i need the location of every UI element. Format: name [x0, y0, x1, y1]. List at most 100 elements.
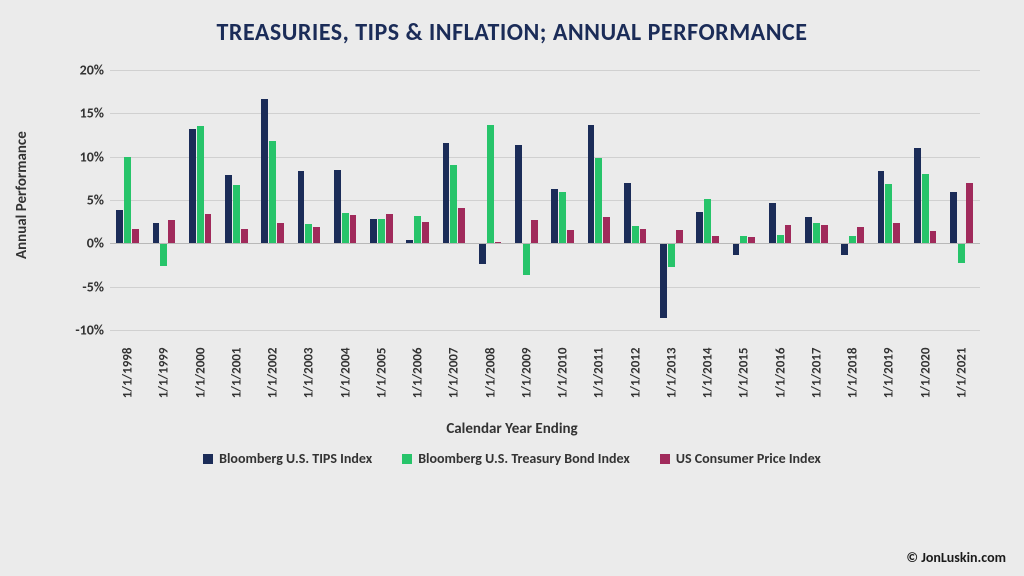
legend-label: Bloomberg U.S. TIPS Index: [219, 450, 372, 467]
bar: [277, 223, 284, 244]
bar: [116, 210, 123, 244]
x-tick-label: 1/1/2004: [338, 348, 353, 399]
gridline: [110, 330, 980, 331]
zero-baseline: [110, 243, 980, 244]
bar: [624, 183, 631, 244]
bar: [769, 203, 776, 244]
legend-item: US Consumer Price Index: [660, 450, 821, 467]
bar: [197, 126, 204, 243]
bar: [132, 229, 139, 243]
bar: [704, 199, 711, 243]
x-tick-label: 1/1/2003: [302, 348, 317, 399]
x-tick-label: 1/1/1999: [157, 348, 172, 399]
bar: [740, 236, 747, 243]
x-tick-label: 1/1/2007: [447, 348, 462, 399]
legend-label: US Consumer Price Index: [676, 450, 821, 467]
bar: [676, 230, 683, 243]
x-tick-label: 1/1/2020: [918, 348, 933, 399]
x-axis-label: Calendar Year Ending: [0, 420, 1024, 438]
y-tick-label: 20%: [80, 62, 110, 79]
x-tick-label: 1/1/2014: [701, 348, 716, 399]
chart-container: { "chart": { "type": "bar", "title": "TR…: [0, 0, 1024, 576]
bar: [603, 217, 610, 243]
bar: [841, 243, 848, 254]
x-tick-label: 1/1/2016: [773, 348, 788, 399]
bar: [189, 129, 196, 243]
bar: [632, 226, 639, 243]
bar: [458, 208, 465, 244]
bar: [515, 145, 522, 244]
bar: [386, 214, 393, 243]
bar: [160, 243, 167, 266]
legend-swatch: [660, 454, 670, 464]
bar: [878, 171, 885, 244]
bar: [660, 243, 667, 318]
bar: [551, 189, 558, 244]
x-tick-label: 1/1/2015: [737, 348, 752, 399]
bar: [378, 219, 385, 243]
chart-title: TREASURIES, TIPS & INFLATION; ANNUAL PER…: [0, 18, 1024, 47]
y-tick-label: 5%: [87, 192, 110, 209]
bar: [350, 215, 357, 244]
x-tick-label: 1/1/2012: [628, 348, 643, 399]
x-tick-label: 1/1/2008: [483, 348, 498, 399]
x-tick-label: 1/1/2013: [664, 348, 679, 399]
bar: [849, 236, 856, 244]
bar-layer: [110, 70, 980, 330]
x-tick-label: 1/1/2018: [846, 348, 861, 399]
bar: [922, 174, 929, 243]
x-tick-label: 1/1/2001: [229, 348, 244, 399]
bar: [124, 157, 131, 244]
bar: [966, 183, 973, 244]
bar: [914, 148, 921, 243]
bar: [443, 143, 450, 244]
bar: [334, 170, 341, 244]
legend-label: Bloomberg U.S. Treasury Bond Index: [418, 450, 630, 467]
bar: [241, 229, 248, 243]
legend-swatch: [402, 454, 412, 464]
bar: [305, 224, 312, 243]
bar: [269, 141, 276, 243]
y-axis-label: Annual Performance: [13, 131, 31, 259]
bar: [414, 216, 421, 243]
bar: [342, 213, 349, 243]
x-tick-label: 1/1/2005: [374, 348, 389, 399]
x-tick-label: 1/1/2011: [592, 348, 607, 399]
bar: [487, 125, 494, 244]
bar: [821, 225, 828, 243]
x-tick-label: 1/1/2009: [519, 348, 534, 399]
plot-area: 1/1/19981/1/19991/1/20001/1/20011/1/2002…: [110, 70, 980, 330]
credit-text: © JonLuskin.com: [906, 549, 1006, 566]
bar: [523, 243, 530, 274]
x-tick-label: 1/1/2002: [266, 348, 281, 399]
bar: [885, 184, 892, 244]
bar: [712, 236, 719, 243]
bar: [595, 158, 602, 243]
y-tick-label: -5%: [82, 278, 110, 295]
bar: [233, 185, 240, 243]
y-tick-label: -10%: [75, 322, 110, 339]
legend: Bloomberg U.S. TIPS Index Bloomberg U.S. …: [0, 450, 1024, 467]
bar: [559, 192, 566, 243]
bar: [777, 235, 784, 244]
bar: [298, 171, 305, 244]
x-tick-label: 1/1/2017: [809, 348, 824, 399]
x-tick-label: 1/1/2021: [954, 348, 969, 399]
bar: [168, 220, 175, 243]
bar: [805, 217, 812, 243]
bar: [958, 243, 965, 263]
y-tick-label: 0%: [87, 235, 110, 252]
x-tick-label: 1/1/2010: [556, 348, 571, 399]
bar: [422, 222, 429, 244]
x-tick-label: 1/1/2019: [882, 348, 897, 399]
bar: [950, 192, 957, 243]
bar: [930, 231, 937, 243]
legend-item: Bloomberg U.S. TIPS Index: [203, 450, 372, 467]
bar: [531, 220, 538, 243]
bar: [640, 229, 647, 244]
bar: [567, 230, 574, 243]
bar: [370, 219, 377, 243]
bar: [479, 243, 486, 264]
bar: [785, 225, 792, 243]
x-tick-label: 1/1/2006: [411, 348, 426, 399]
